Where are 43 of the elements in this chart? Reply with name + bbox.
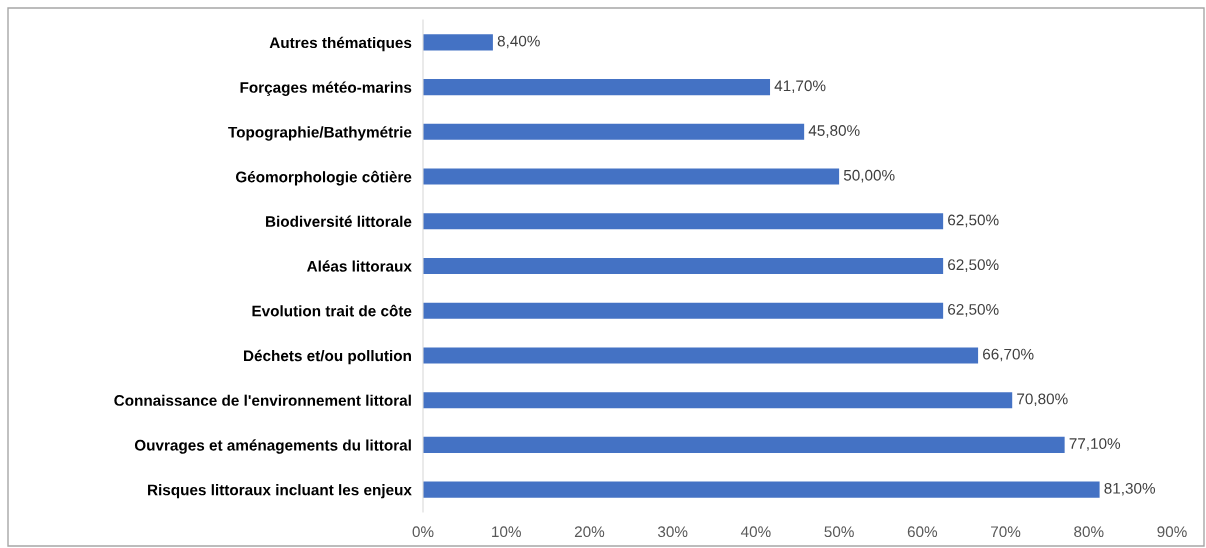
x-tick-label: 70% [991, 526, 1021, 538]
data-label: 41,70% [774, 80, 826, 93]
bar [423, 347, 979, 364]
data-label: 62,50% [948, 259, 999, 272]
y-tick-label: Ouvrages et aménagements du littoral [134, 439, 411, 454]
y-tick-label: Géomorphologie côtière [235, 170, 412, 186]
bar [423, 213, 944, 230]
x-tick-label: 30% [657, 526, 688, 538]
bar [423, 257, 944, 275]
bar [423, 392, 1013, 409]
bar [423, 34, 493, 51]
x-tick-label: 0% [412, 526, 434, 538]
bar [423, 79, 771, 96]
y-tick-label: Autres thématiques [269, 36, 412, 52]
y-tick-label: Connaissance de l'environnement littoral [114, 394, 411, 406]
y-tick-label: Forçages météo-marins [240, 81, 412, 96]
data-label: 45,80% [808, 125, 860, 138]
x-tick-label: 40% [740, 526, 771, 538]
x-tick-label: 90% [1157, 526, 1187, 538]
bar [423, 168, 840, 185]
x-tick-label: 10% [492, 526, 521, 538]
data-label: 62,50% [948, 304, 999, 317]
y-tick-label: Aléas littoraux [306, 260, 412, 272]
data-label: 77,10% [1069, 438, 1121, 451]
x-tick-label: 20% [574, 526, 605, 538]
y-tick-label: Biodiversité littorale [266, 215, 412, 227]
data-label: 66,70% [983, 348, 1034, 362]
data-label: 81,30% [1104, 482, 1156, 496]
x-tick-label: 50% [824, 526, 854, 538]
bar [423, 302, 944, 319]
y-tick-label: Topographie/Bathymétrie [228, 126, 412, 141]
y-tick-label: Risques littoraux incluant les enjeux [148, 484, 412, 499]
y-tick-label: Evolution trait de côte [252, 304, 412, 317]
y-tick-label: Déchets et/ou pollution [244, 349, 411, 365]
x-tick-label: 80% [1074, 526, 1104, 538]
x-tick-label: 60% [907, 526, 938, 538]
data-label: 70,80% [1017, 393, 1068, 407]
data-label: 50,00% [843, 169, 895, 183]
bar [423, 481, 1100, 498]
data-label: 62,50% [948, 214, 999, 228]
data-label: 8,40% [497, 35, 540, 49]
bar [423, 123, 805, 140]
bar [423, 436, 1065, 453]
